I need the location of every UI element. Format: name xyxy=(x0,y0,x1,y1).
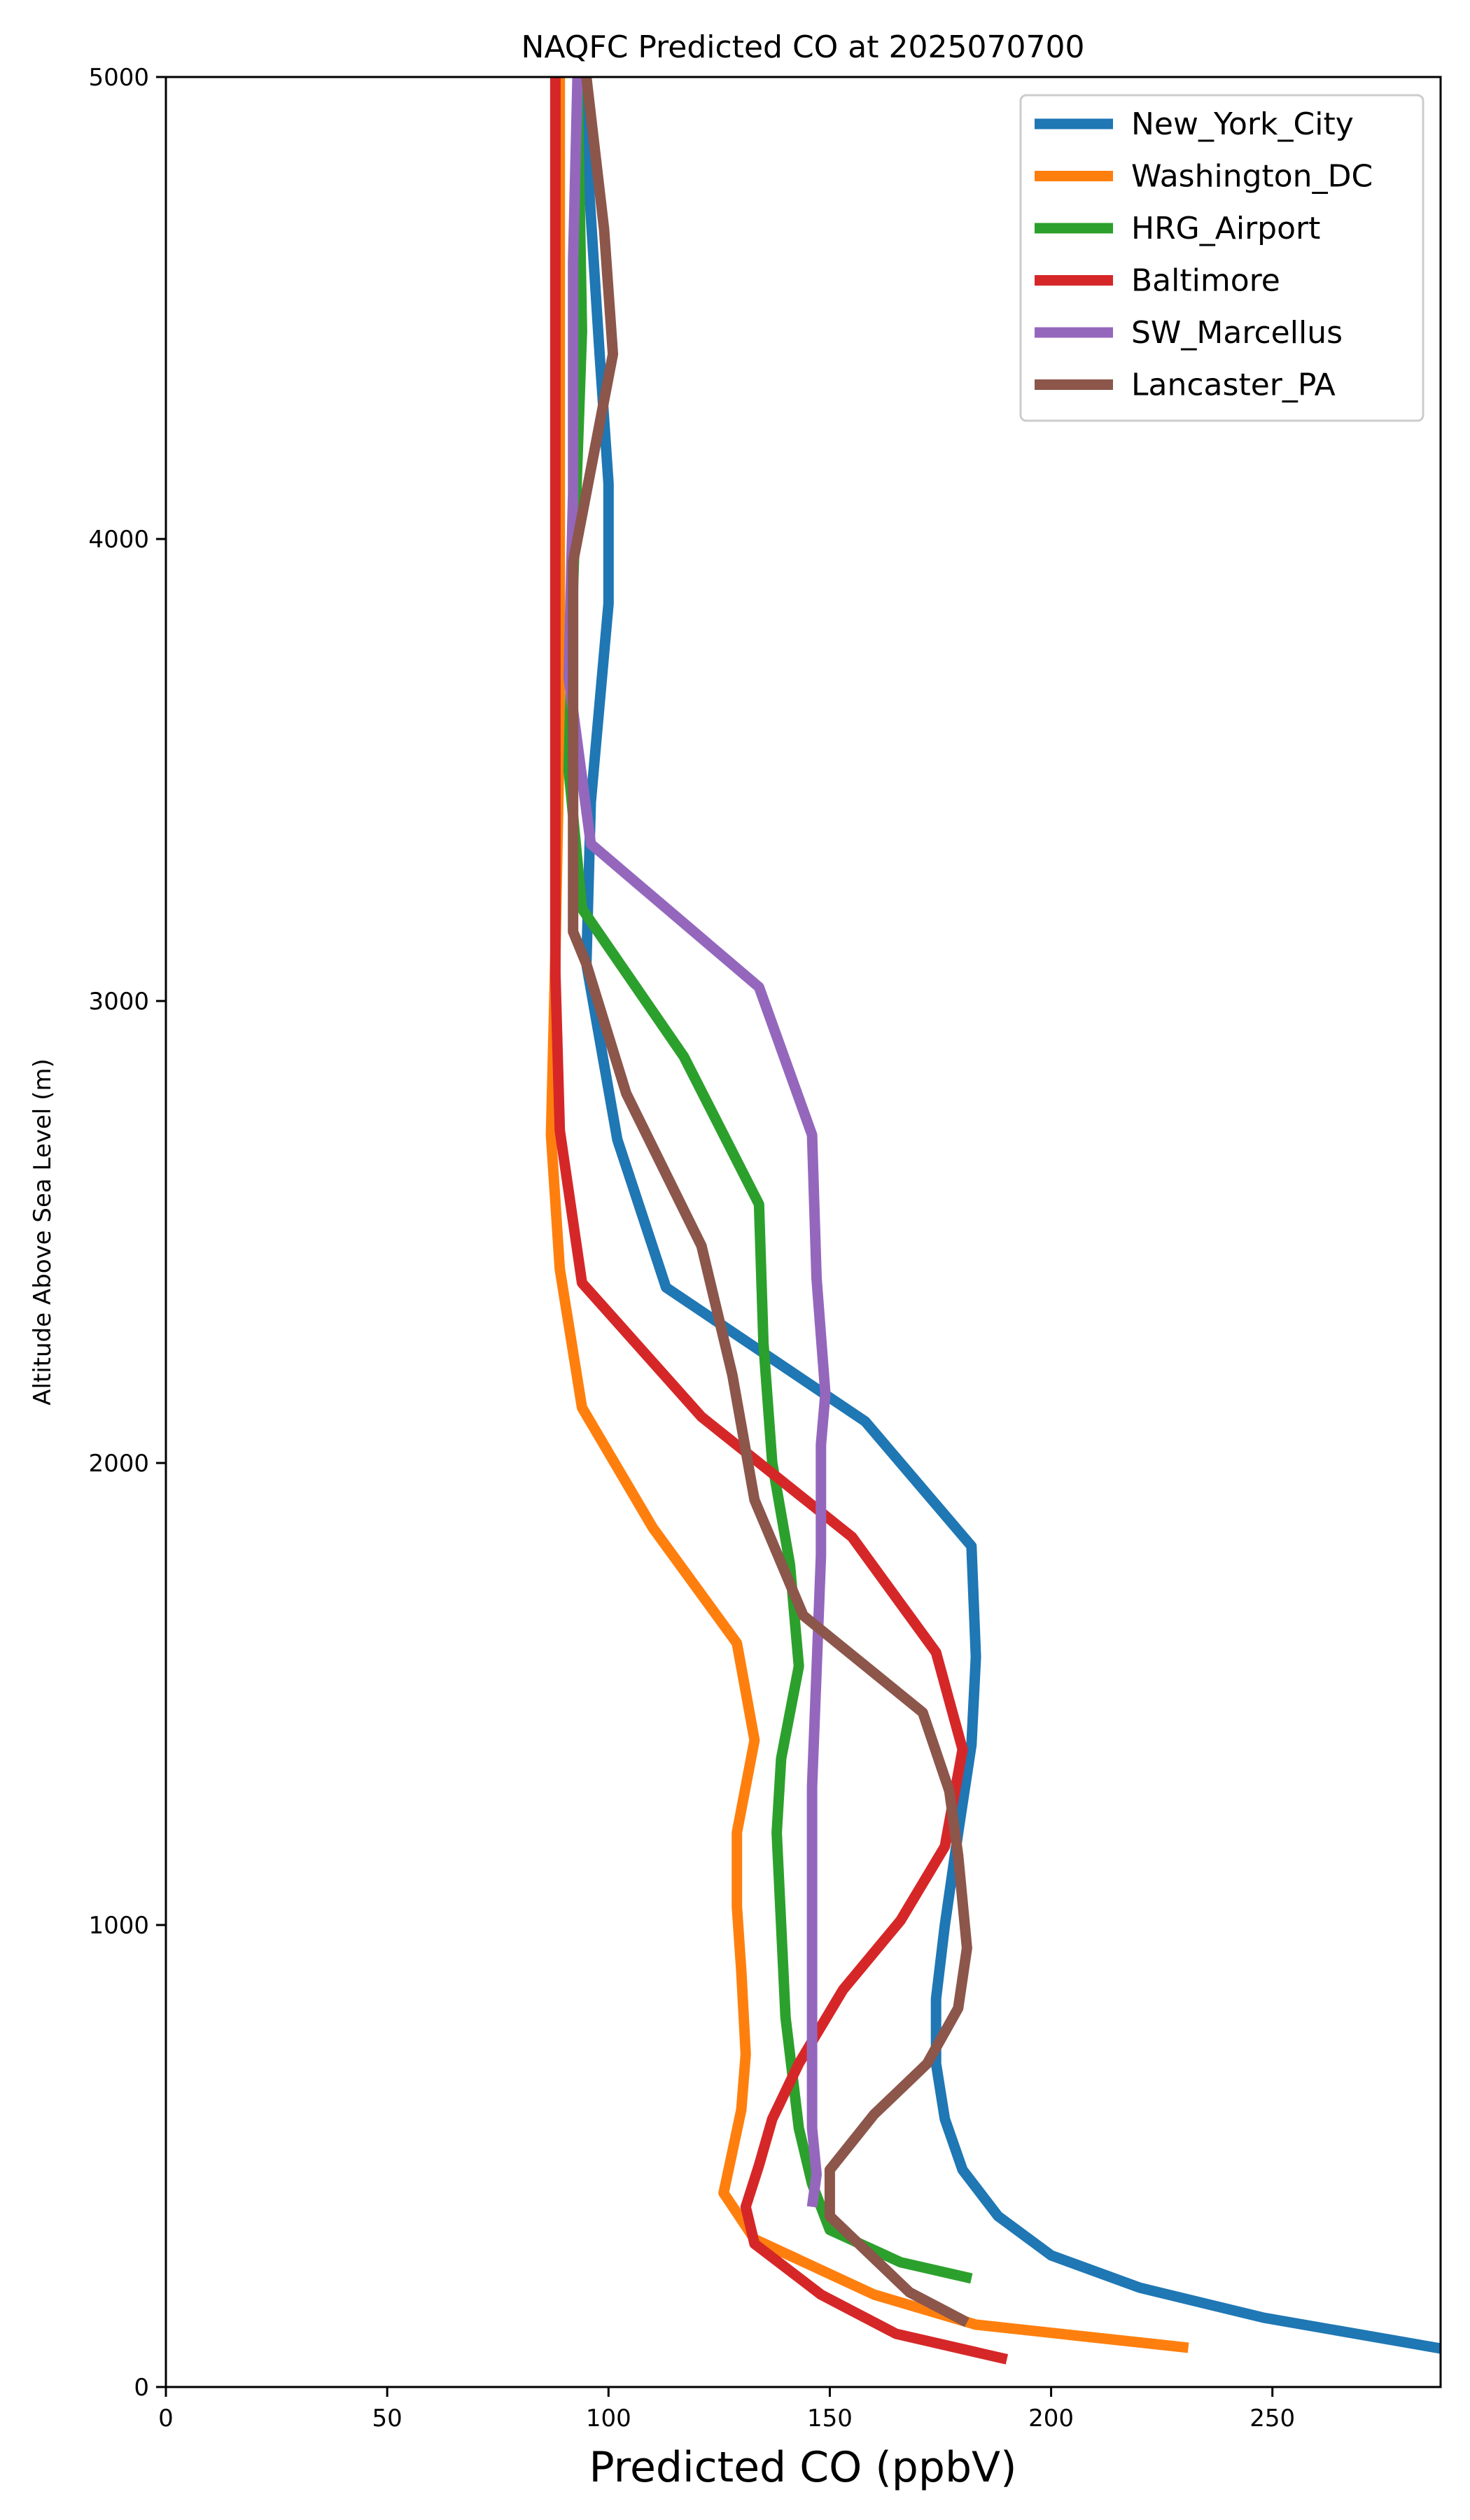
x-tick-label: 0 xyxy=(158,2404,174,2432)
chart-title: NAQFC Predicted CO at 2025070700 xyxy=(522,29,1085,65)
y-tick-label: 0 xyxy=(134,2374,149,2402)
series-line-lancaster-pa xyxy=(568,77,972,2328)
ticks-layer: 0 50 100 150 200 250 0 1000 2000 3000 4000 5000 xyxy=(88,64,1295,2432)
x-tick-label: 200 xyxy=(1028,2404,1074,2432)
x-tick-label: 50 xyxy=(372,2404,402,2432)
legend-label-hrg-airport: HRG_Airport xyxy=(1131,211,1320,246)
plot-frame xyxy=(164,76,1442,2388)
legend-label-lancaster-pa: Lancaster_PA xyxy=(1131,368,1336,403)
series-line-baltimore xyxy=(550,77,1009,2365)
legend-label-new-york-city: New_York_City xyxy=(1131,106,1354,142)
y-axis-label: Altitude Above Sea Level (m) xyxy=(29,1058,57,1406)
x-tick-label: 250 xyxy=(1250,2404,1295,2432)
legend: New_York_City Washington_DC HRG_Airport Bal… xyxy=(1019,94,1424,422)
legend-label-sw-marcellus: SW_Marcellus xyxy=(1131,315,1343,351)
legend-label-washington-dc: Washington_DC xyxy=(1131,159,1373,195)
y-tick-label: 5000 xyxy=(88,64,149,92)
y-tick-label: 1000 xyxy=(88,1912,149,1940)
legend-label-baltimore: Baltimore xyxy=(1131,263,1280,299)
y-tick-label: 2000 xyxy=(88,1450,149,1478)
legend-entries: New_York_City Washington_DC HRG_Airport Bal… xyxy=(1035,106,1373,403)
x-tick-label: 150 xyxy=(807,2404,853,2432)
legend-box xyxy=(1019,94,1424,422)
series-layer xyxy=(545,77,1441,2365)
series-line-new-york-city xyxy=(576,77,1441,2354)
y-tick-label: 4000 xyxy=(88,526,149,554)
x-tick-label: 100 xyxy=(586,2404,631,2432)
y-tick-label: 3000 xyxy=(88,988,149,1016)
x-axis-label: Predicted CO (ppbV) xyxy=(589,2443,1016,2492)
